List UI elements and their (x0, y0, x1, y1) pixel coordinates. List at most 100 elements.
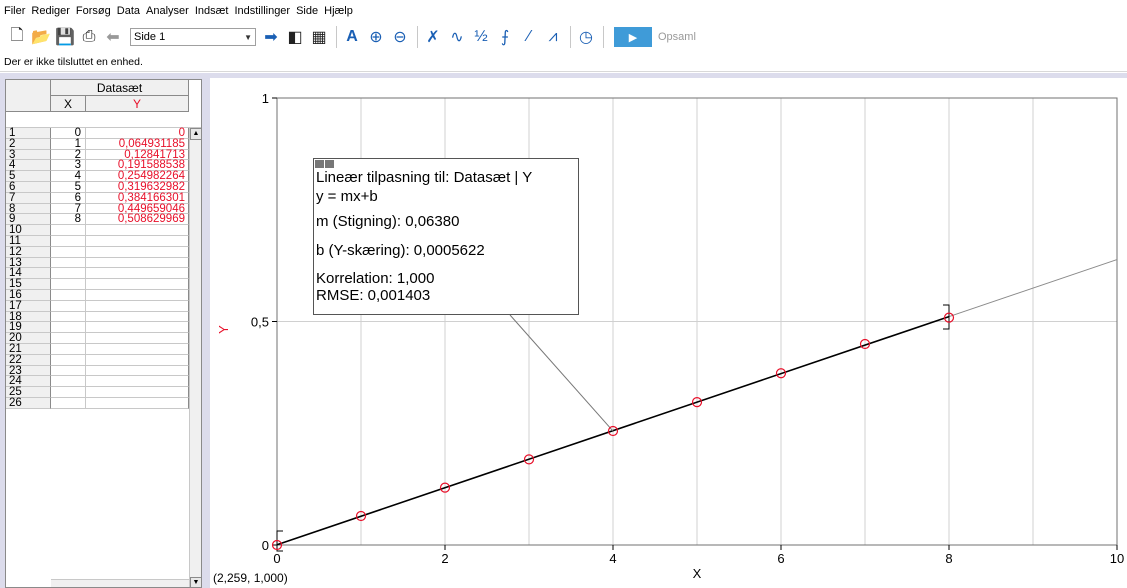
scroll-down-icon[interactable]: ▼ (190, 577, 201, 587)
cell-y[interactable] (86, 246, 189, 258)
menu-item-3[interactable]: Data (116, 5, 141, 17)
table-row[interactable]: 9 8 0,508629969 (6, 214, 189, 226)
cell-x[interactable] (51, 289, 86, 301)
cell-x[interactable]: 8 (51, 214, 86, 226)
column-header-y[interactable]: Y (86, 96, 189, 112)
table-row[interactable]: 3 2 0,12841713 (6, 149, 189, 161)
cell-y[interactable] (86, 289, 189, 301)
cell-x[interactable] (51, 397, 86, 409)
examine-icon[interactable]: ✗ (426, 29, 440, 46)
table-row[interactable]: 13 (6, 257, 189, 269)
cell-y[interactable]: 0,064931185 (86, 138, 189, 150)
horizontal-scrollbar[interactable] (51, 579, 189, 587)
table-row[interactable]: 4 3 0,191588538 (6, 160, 189, 172)
menu-item-5[interactable]: Indsæt (194, 5, 229, 17)
table-row[interactable]: 6 5 0,319632982 (6, 181, 189, 193)
close-icon[interactable] (315, 160, 335, 169)
dataset-title[interactable]: Datasæt (51, 80, 189, 96)
cell-y[interactable] (86, 354, 189, 366)
table-row[interactable]: 16 (6, 289, 189, 301)
menu-item-8[interactable]: Hjælp (324, 5, 353, 17)
cell-y[interactable] (86, 343, 189, 355)
zoom-out-icon[interactable]: ⊖ (393, 29, 407, 46)
cell-x[interactable]: 7 (51, 203, 86, 215)
graph[interactable]: 0 2 4 6 8 10 0 0,5 1 X Y (210, 78, 1127, 588)
cell-x[interactable]: 0 (51, 127, 86, 139)
cell-y[interactable]: 0,319632982 (86, 181, 189, 193)
cell-x[interactable]: 6 (51, 192, 86, 204)
cell-y[interactable]: 0,254982264 (86, 171, 189, 182)
cell-y[interactable]: 0,508629969 (86, 214, 189, 226)
cell-x[interactable] (51, 311, 86, 323)
cell-x[interactable] (51, 333, 86, 344)
cell-x[interactable] (51, 322, 86, 334)
cell-y[interactable] (86, 279, 189, 290)
new-file-icon[interactable]: 🗋 (10, 26, 24, 44)
cell-y[interactable] (86, 322, 189, 334)
cell-x[interactable] (51, 235, 86, 247)
table-row[interactable]: 22 (6, 354, 189, 366)
cell-x[interactable] (51, 279, 86, 290)
table-row[interactable]: 12 (6, 246, 189, 258)
cell-x[interactable]: 1 (51, 138, 86, 150)
cell-x[interactable] (51, 257, 86, 269)
cell-x[interactable] (51, 343, 86, 355)
page-select[interactable]: Side 1 ▼ (130, 28, 256, 46)
table-row[interactable]: 26 (6, 397, 189, 409)
table-row[interactable]: 25 (6, 386, 189, 398)
zoom-in-icon[interactable]: ⊕ (369, 29, 383, 46)
cell-x[interactable] (51, 268, 86, 280)
collect-button[interactable]: ▶ Opsaml (614, 26, 696, 48)
table-row[interactable]: 21 (6, 343, 189, 355)
table-row[interactable]: 14 (6, 268, 189, 280)
timer-icon[interactable]: ◷ (579, 29, 593, 46)
table-row[interactable]: 10 (6, 225, 189, 236)
menu-item-0[interactable]: Filer (4, 5, 26, 17)
column-header-x[interactable]: X (51, 96, 86, 112)
cell-y[interactable]: 0,12841713 (86, 149, 189, 161)
calculator-icon[interactable]: ▦ (311, 29, 327, 46)
table-row[interactable]: 24 (6, 376, 189, 388)
curve-fit-icon[interactable]: ⩘ (548, 28, 558, 45)
table-row[interactable]: 15 (6, 279, 189, 290)
cell-y[interactable] (86, 268, 189, 280)
cell-y[interactable] (86, 333, 189, 344)
cell-y[interactable] (86, 257, 189, 269)
cell-x[interactable] (51, 225, 86, 236)
autoscale-icon[interactable]: A (346, 28, 358, 45)
menu-item-1[interactable]: Rediger (31, 5, 70, 17)
cell-x[interactable]: 3 (51, 160, 86, 172)
cell-y[interactable]: 0 (86, 127, 189, 139)
vertical-scrollbar[interactable]: ▲ ▼ (189, 128, 201, 587)
table-row[interactable]: 20 (6, 332, 189, 344)
tangent-icon[interactable]: ∿ (450, 29, 464, 46)
cell-x[interactable] (51, 354, 86, 366)
table-row[interactable]: 2 1 0,064931185 (6, 138, 189, 150)
cell-x[interactable] (51, 365, 86, 377)
menu-item-6[interactable]: Indstillinger (234, 5, 291, 17)
table-row[interactable]: 11 (6, 235, 189, 247)
cell-y[interactable]: 0,384166301 (86, 192, 189, 204)
data-browser-icon[interactable]: ◧ (287, 29, 303, 46)
graph-panel[interactable]: 0 2 4 6 8 10 0 0,5 1 X Y Lineær tilpasning til: Da… (210, 78, 1127, 588)
table-row[interactable]: 17 (6, 300, 189, 312)
forward-arrow-icon[interactable]: ➡ (264, 29, 278, 46)
cell-y[interactable] (86, 397, 189, 409)
cell-y[interactable] (86, 376, 189, 388)
table-row[interactable]: 5 4 0,254982264 (6, 171, 189, 182)
table-row[interactable]: 19 (6, 322, 189, 334)
cell-x[interactable] (51, 246, 86, 258)
table-row[interactable]: 18 (6, 311, 189, 323)
cell-y[interactable] (86, 311, 189, 323)
cell-y[interactable]: 0,449659046 (86, 203, 189, 215)
cell-x[interactable]: 2 (51, 149, 86, 161)
table-row[interactable]: 23 (6, 365, 189, 377)
statistics-icon[interactable]: ⨍ (500, 29, 510, 46)
open-folder-icon[interactable]: 📂 (31, 29, 51, 46)
cell-y[interactable] (86, 387, 189, 398)
save-icon[interactable]: 💾 (55, 29, 75, 46)
linear-fit-icon[interactable]: ∕ (527, 28, 531, 45)
cell-x[interactable] (51, 387, 86, 398)
menu-item-7[interactable]: Side (296, 5, 319, 17)
